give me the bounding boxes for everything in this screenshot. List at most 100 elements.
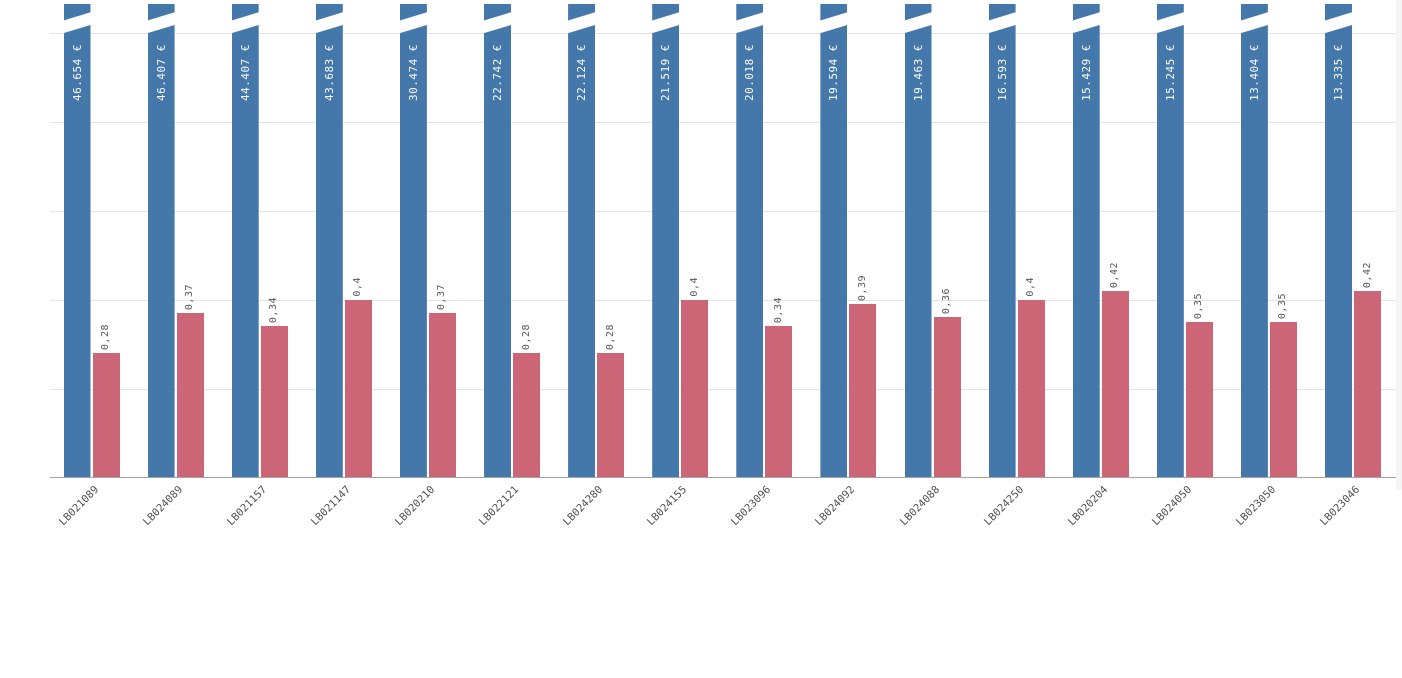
bar-red-value-text: 0,42: [1109, 261, 1121, 288]
bar-red-value-text: 0,42: [1361, 261, 1373, 288]
bar-red[interactable]: [260, 326, 288, 478]
x-axis-label: LB021157: [224, 483, 269, 528]
gridline: [50, 388, 1402, 390]
bar-blue-cap[interactable]: [1240, 4, 1268, 21]
bar-red-value-label: 0,37: [177, 262, 204, 310]
bar-blue-cap[interactable]: [1325, 4, 1352, 21]
bar-red-value-text: 0,36: [941, 288, 952, 315]
bar-blue[interactable]: [652, 25, 680, 478]
bar-blue-cap[interactable]: [652, 4, 680, 21]
x-axis-label: LB021089: [56, 483, 101, 528]
bar-blue[interactable]: [568, 25, 596, 478]
bar-red[interactable]: [1185, 321, 1213, 478]
bar-blue[interactable]: [820, 25, 848, 478]
bar-red-value-label: 0,28: [597, 302, 624, 350]
bar-red-value-text: 0,37: [436, 283, 448, 310]
bar-red[interactable]: [1269, 321, 1297, 478]
bar-red-value-label: 0,28: [513, 302, 540, 350]
bar-red-value-label: 0,4: [1018, 249, 1045, 297]
bar-red-value-text: 0,28: [520, 323, 532, 350]
bar-red-value-label: 0,37: [429, 262, 456, 310]
bar-blue[interactable]: [231, 25, 259, 478]
bar-blue-cap[interactable]: [820, 4, 848, 21]
bar-blue[interactable]: [1156, 25, 1184, 478]
bar-blue[interactable]: [147, 25, 175, 478]
bar-blue[interactable]: [399, 25, 427, 478]
bar-red-value-text: 0,39: [856, 275, 868, 302]
bar-red[interactable]: [513, 353, 540, 478]
bar-red-value-label: 0,4: [681, 249, 708, 297]
x-axis-label: LB024092: [813, 483, 858, 528]
bar-red-value-text: 0,4: [352, 277, 364, 297]
bar-red-value-text: 0,34: [268, 297, 280, 324]
bar-blue-cap[interactable]: [63, 4, 91, 21]
bar-blue[interactable]: [1325, 25, 1352, 478]
bar-red-value-label: 0,42: [1354, 240, 1381, 288]
x-axis-label: LB023096: [729, 483, 774, 528]
bar-red-value-text: 0,4: [688, 277, 700, 297]
x-axis-label: LB024155: [645, 483, 690, 528]
bar-red-value-label: 0,4: [345, 249, 372, 297]
x-axis-label: LB020210: [392, 483, 438, 528]
bar-blue-cap[interactable]: [988, 4, 1016, 21]
bar-blue[interactable]: [63, 25, 91, 478]
bar-blue[interactable]: [736, 25, 764, 478]
bar-red[interactable]: [428, 313, 456, 478]
bar-red[interactable]: [681, 299, 709, 478]
bar-blue[interactable]: [904, 25, 932, 478]
bar-red[interactable]: [1101, 290, 1129, 478]
bar-red-value-text: 0,4: [1025, 277, 1037, 297]
bar-blue-cap[interactable]: [1156, 4, 1184, 21]
x-axis-label: LB024050: [1149, 483, 1194, 528]
bar-blue-cap[interactable]: [1072, 4, 1100, 21]
x-axis-line: [50, 477, 1402, 478]
bar-red-value-text: 0,35: [1277, 292, 1289, 319]
x-axis-label: LB020204: [1065, 483, 1110, 528]
bar-blue[interactable]: [1240, 25, 1268, 478]
bar-red[interactable]: [933, 317, 961, 478]
bar-blue-cap[interactable]: [399, 4, 427, 21]
bar-blue-cap[interactable]: [147, 4, 175, 21]
bar-red[interactable]: [176, 313, 204, 478]
bar-blue[interactable]: [1072, 25, 1100, 478]
bar-blue[interactable]: [484, 25, 511, 478]
bar-blue-cap[interactable]: [484, 4, 511, 21]
bar-blue[interactable]: [988, 25, 1016, 478]
bar-blue-cap[interactable]: [736, 4, 764, 21]
bar-red-value-text: 0,35: [1193, 292, 1205, 319]
x-axis-label: LB024089: [140, 483, 185, 528]
bar-red-value-text: 0,34: [772, 297, 784, 324]
x-axis-label: LB023046: [1317, 483, 1363, 528]
bar-red[interactable]: [765, 326, 793, 478]
bar-red-value-label: 0,36: [934, 266, 961, 314]
x-axis-label: LB024280: [561, 483, 606, 528]
gridline: [50, 121, 1402, 123]
bar-blue-cap[interactable]: [315, 4, 343, 21]
gridline: [50, 32, 1402, 34]
chart-right-edge: [1396, 0, 1402, 490]
bar-red-value-label: 0,35: [1270, 271, 1297, 319]
bar-blue-cap[interactable]: [231, 4, 259, 21]
gridline: [50, 299, 1402, 301]
bar-red-value-text: 0,37: [184, 283, 196, 310]
bar-red[interactable]: [849, 304, 877, 478]
bar-red[interactable]: [344, 299, 372, 478]
bar-red[interactable]: [1354, 290, 1381, 478]
bar-red-value-text: 0,28: [604, 323, 616, 350]
bar-red-value-text: 0,28: [100, 323, 111, 350]
x-axis-label: LB023050: [1233, 483, 1279, 528]
x-axis-label: LB022121: [476, 483, 522, 528]
bar-red-value-label: 0,39: [849, 253, 876, 301]
bar-red-value-label: 0,35: [1186, 271, 1213, 319]
bar-red-value-label: 0,42: [1102, 240, 1129, 288]
bar-blue[interactable]: [315, 25, 343, 478]
bar-blue-cap[interactable]: [904, 4, 932, 21]
bar-red[interactable]: [597, 353, 625, 478]
x-axis-label: LB021147: [308, 483, 353, 528]
x-axis-label: LB024250: [981, 483, 1026, 528]
bar-red[interactable]: [92, 353, 120, 478]
bar-blue-cap[interactable]: [568, 4, 596, 21]
bar-red-value-label: 0,28: [93, 302, 120, 350]
bar-red[interactable]: [1017, 299, 1045, 478]
